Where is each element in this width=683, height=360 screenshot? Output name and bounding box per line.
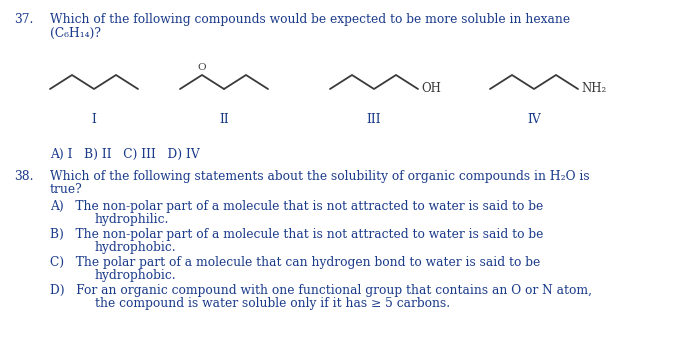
Text: the compound is water soluble only if it has ≥ 5 carbons.: the compound is water soluble only if it… [95,297,450,310]
Text: hydrophobic.: hydrophobic. [95,269,177,282]
Text: hydrophobic.: hydrophobic. [95,241,177,254]
Text: NH₂: NH₂ [581,82,607,95]
Text: hydrophilic.: hydrophilic. [95,213,169,226]
Text: I: I [92,113,96,126]
Text: 37.: 37. [14,13,33,26]
Text: 38.: 38. [14,170,33,183]
Text: O: O [197,63,206,72]
Text: true?: true? [50,183,83,196]
Text: OH: OH [421,82,441,95]
Text: D)   For an organic compound with one functional group that contains an O or N a: D) For an organic compound with one func… [50,284,592,297]
Text: A)   The non-polar part of a molecule that is not attracted to water is said to : A) The non-polar part of a molecule that… [50,200,543,213]
Text: IV: IV [527,113,541,126]
Text: Which of the following statements about the solubility of organic compounds in H: Which of the following statements about … [50,170,589,183]
Text: II: II [219,113,229,126]
Text: III: III [367,113,381,126]
Text: Which of the following compounds would be expected to be more soluble in hexane: Which of the following compounds would b… [50,13,570,26]
Text: (C₆H₁₄)?: (C₆H₁₄)? [50,27,101,40]
Text: A) I   B) II   C) III   D) IV: A) I B) II C) III D) IV [50,148,199,161]
Text: C)   The polar part of a molecule that can hydrogen bond to water is said to be: C) The polar part of a molecule that can… [50,256,540,269]
Text: B)   The non-polar part of a molecule that is not attracted to water is said to : B) The non-polar part of a molecule that… [50,228,544,241]
